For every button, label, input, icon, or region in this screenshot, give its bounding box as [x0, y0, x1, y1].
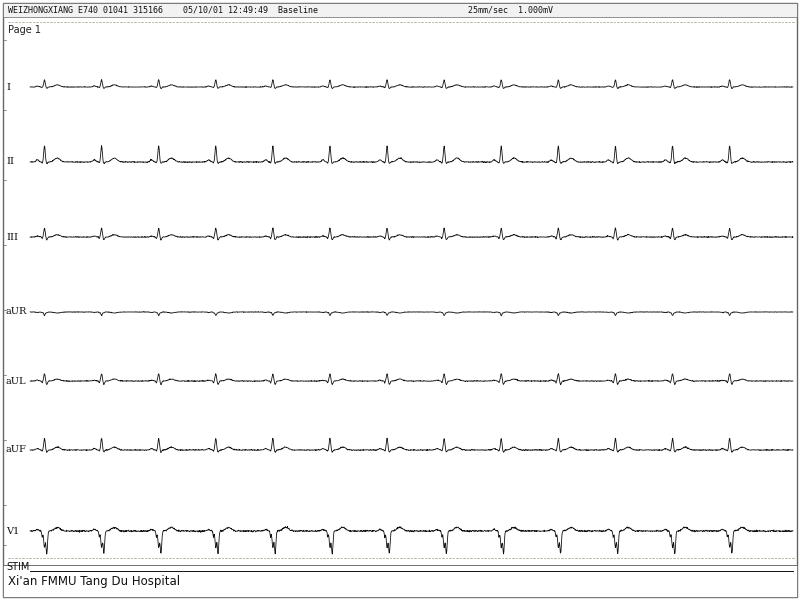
Text: WEIZHONGXIANG E740 01041 315166    05/10/01 12:49:49  Baseline                  : WEIZHONGXIANG E740 01041 315166 05/10/01… [8, 5, 553, 14]
Text: Xi'an FMMU Tang Du Hospital: Xi'an FMMU Tang Du Hospital [8, 575, 180, 587]
Bar [3, 565, 797, 597]
Text: aUR: aUR [6, 307, 27, 317]
Bar [3, 3, 797, 17]
Text: III: III [6, 232, 18, 241]
Text: V1: V1 [6, 527, 19, 535]
Text: aUF: aUF [6, 445, 27, 455]
Text: aUL: aUL [6, 377, 26, 385]
Text: STIM: STIM [6, 562, 30, 572]
Text: Page 1: Page 1 [8, 25, 41, 35]
Text: II: II [6, 157, 14, 166]
Text: I: I [6, 82, 10, 91]
